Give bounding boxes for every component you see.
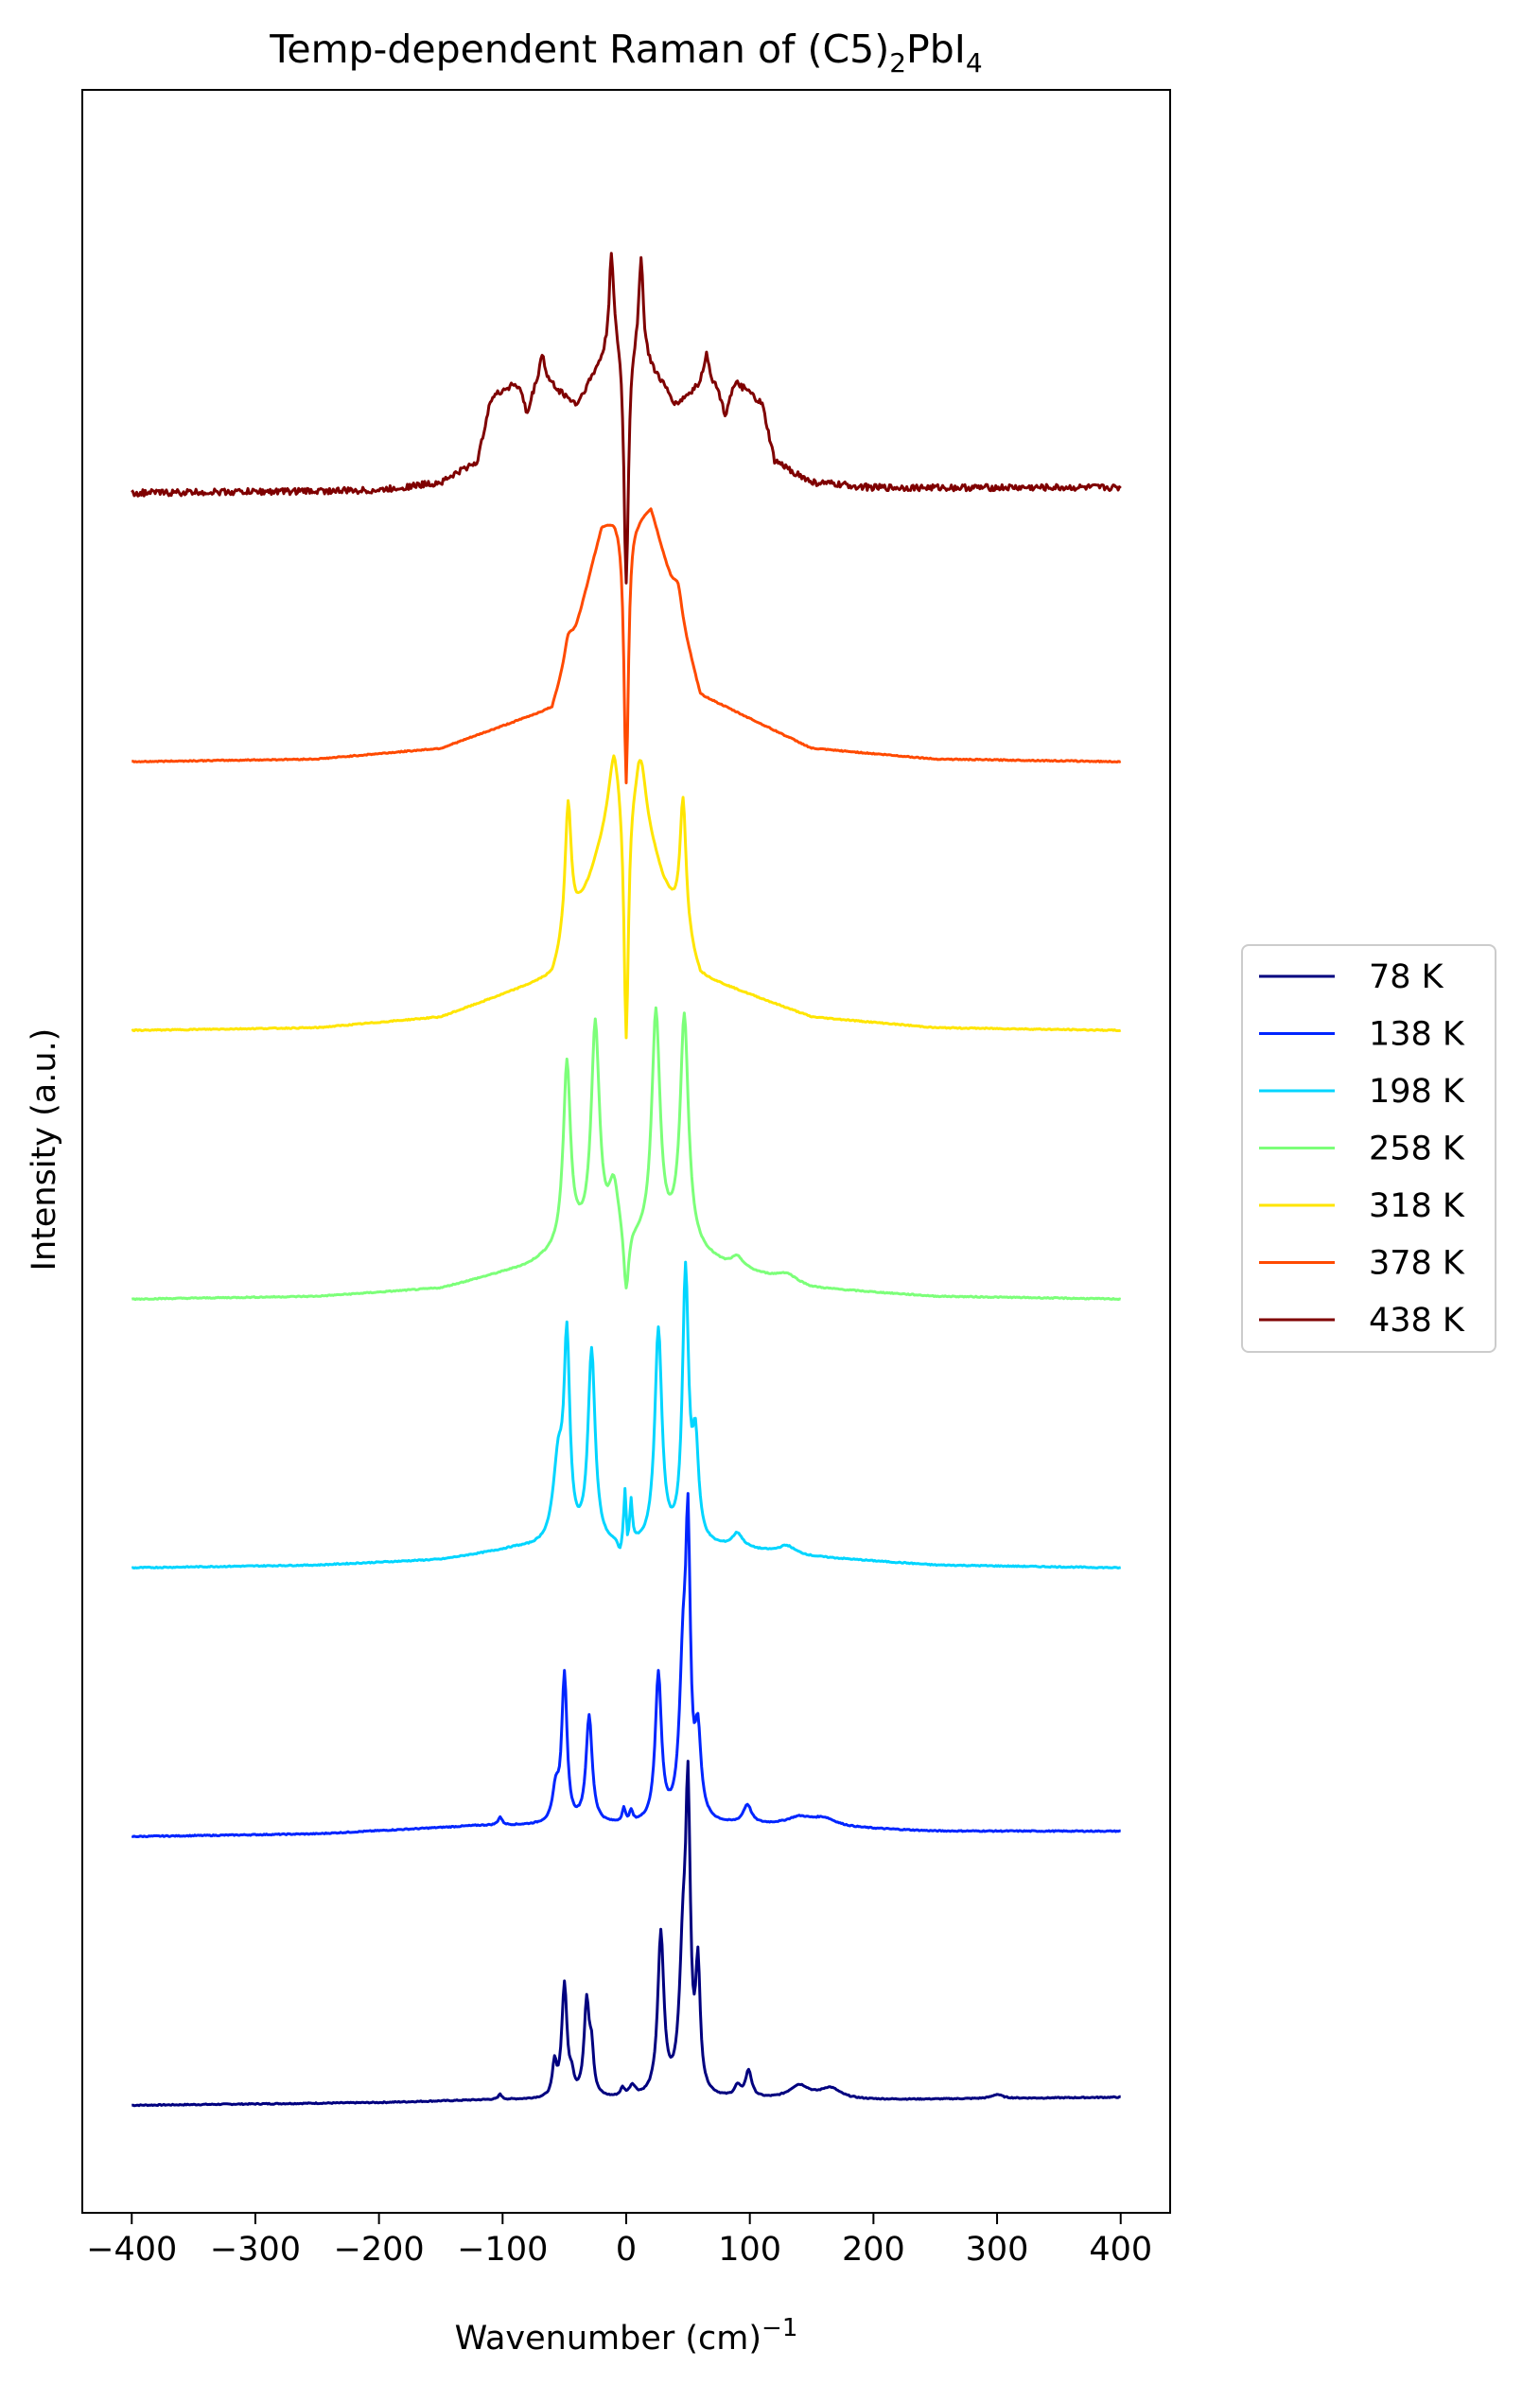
- x-axis-title-superscript: −1: [761, 2314, 797, 2342]
- x-axis-title: Wavenumber (cm)−1: [455, 2314, 798, 2358]
- legend: 78 K 138 K 198 K 258 K 318 K 378 K 438 K: [1241, 944, 1496, 1353]
- x-tick-label: 300: [966, 2231, 1029, 2269]
- legend-label: 78 K: [1369, 958, 1444, 996]
- legend-items: 78 K 138 K 198 K 258 K 318 K 378 K 438 K: [1259, 958, 1465, 1340]
- series-line: [131, 1006, 1122, 1302]
- x-tick-label: 200: [842, 2231, 905, 2269]
- x-tick-label: −100: [457, 2231, 548, 2269]
- legend-label: 378 K: [1369, 1245, 1465, 1283]
- title-main-text: Temp-dependent Raman of (C5): [269, 26, 889, 72]
- y-axis-title: Intensity (a.u.): [26, 1028, 63, 1271]
- x-tick-label: −300: [210, 2231, 301, 2269]
- series-line: [131, 1760, 1121, 2108]
- series-line: [131, 252, 1122, 585]
- x-tick-label: −200: [334, 2231, 425, 2269]
- series-line: [131, 754, 1122, 1040]
- legend-label: 438 K: [1369, 1302, 1465, 1340]
- title-mid-text: PbI: [906, 26, 966, 72]
- plot-area: −400 −300 −200 −100 0 100 200 300 400: [81, 89, 1171, 2269]
- x-tick-label: 100: [718, 2231, 781, 2269]
- x-tick-label: 400: [1089, 2231, 1152, 2269]
- title-subscript-2: 4: [966, 47, 983, 79]
- axes-frame: [81, 89, 1171, 2214]
- x-tick-label: −400: [86, 2231, 177, 2269]
- series-line: [131, 1260, 1122, 1570]
- legend-label: 198 K: [1369, 1073, 1465, 1111]
- legend-label: 258 K: [1369, 1131, 1465, 1168]
- series-line: [131, 1492, 1121, 1839]
- x-axis-title-text: Wavenumber (cm): [455, 2320, 761, 2358]
- title-subscript-1: 2: [889, 47, 906, 79]
- chart-title: Temp-dependent Raman of (C5)2PbI4: [269, 26, 982, 79]
- series-line: [131, 507, 1122, 784]
- x-tick-label: 0: [616, 2231, 637, 2269]
- legend-frame: [1241, 944, 1496, 1353]
- spectra-traces: [131, 252, 1122, 2108]
- legend-label: 318 K: [1369, 1187, 1465, 1225]
- x-axis-ticks: −400 −300 −200 −100 0 100 200 300 400: [86, 2213, 1152, 2269]
- legend-label: 138 K: [1369, 1016, 1465, 1054]
